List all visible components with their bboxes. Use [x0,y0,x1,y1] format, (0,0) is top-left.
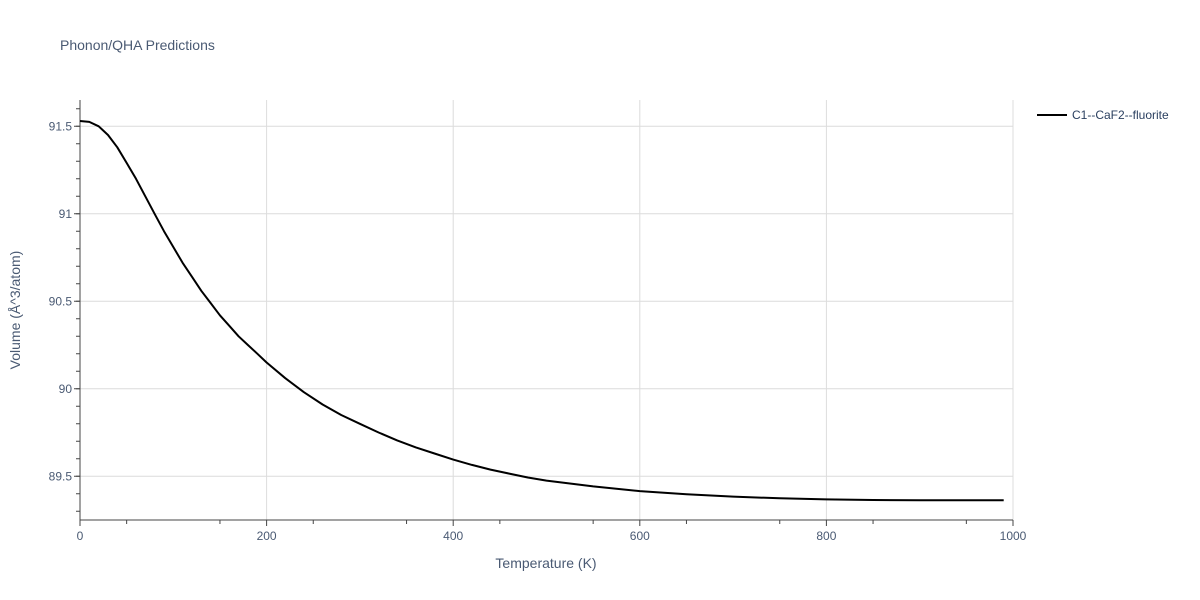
axes: 0 200 400 600 800 1000 89.5 90 90.5 91 91.5 [49,100,1027,543]
x-tick-label: 0 [77,529,84,543]
x-tick-label: 1000 [1000,529,1027,543]
x-tick-label: 400 [443,529,463,543]
chart-title: Phonon/QHA Predictions [60,37,215,53]
y-tick-label: 90 [59,382,73,396]
y-axis-title: Volume (Å^3/atom) [7,251,23,370]
grid [80,100,1014,520]
x-tick-label: 600 [630,529,650,543]
y-tick-label: 91 [59,207,73,221]
plot-area [79,120,1004,502]
legend-label-c1-caf2-fluorite: C1--CaF2--fluorite [1072,108,1169,122]
x-tick-label: 200 [257,529,277,543]
x-tick-label: 800 [816,529,836,543]
series-line-c1-caf2-fluorite[interactable] [79,120,1004,502]
y-tick-label: 90.5 [49,294,73,308]
y-tick-label: 91.5 [49,119,73,133]
y-tick-label: 89.5 [49,469,73,483]
x-axis-title: Temperature (K) [495,555,596,571]
legend[interactable]: C1--CaF2--fluorite [1037,108,1169,122]
